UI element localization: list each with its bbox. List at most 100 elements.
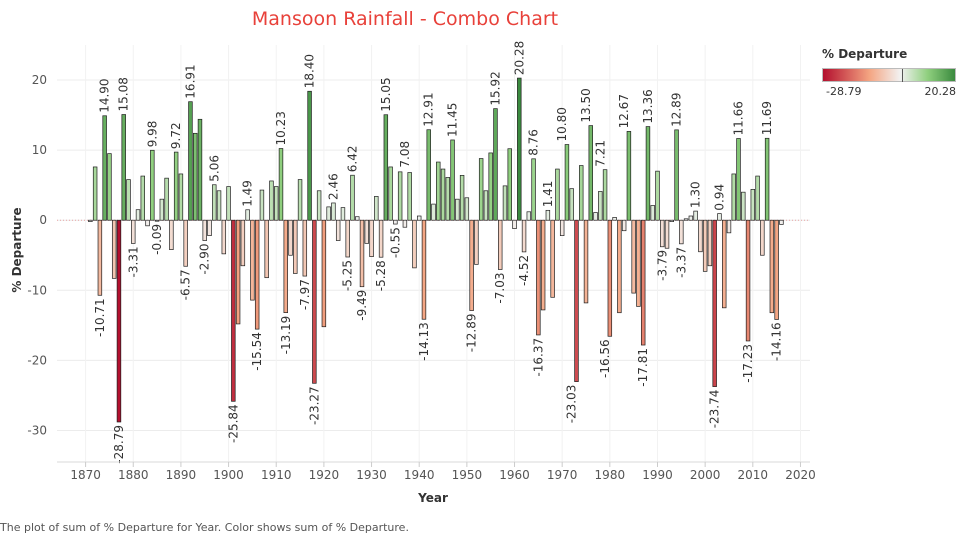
- bar: [583, 219, 589, 304]
- data-label: 2.46: [326, 173, 340, 200]
- bar: [193, 132, 198, 221]
- bar: [274, 186, 279, 221]
- bar: [469, 219, 474, 311]
- bar: [493, 108, 498, 221]
- bar: [88, 219, 93, 222]
- bar: [364, 219, 369, 244]
- bar: [154, 219, 160, 222]
- data-label: 15.08: [117, 77, 131, 111]
- x-tick-label: 1980: [595, 468, 626, 482]
- x-tick-label: 1930: [356, 468, 387, 482]
- bar: [250, 219, 255, 301]
- bar: [531, 158, 536, 221]
- bar: [645, 126, 651, 221]
- data-label: 10.23: [274, 111, 288, 145]
- legend-title: % Departure: [822, 47, 908, 61]
- bar: [626, 131, 632, 221]
- y-tick-label: 0: [39, 213, 47, 227]
- bar: [712, 219, 717, 387]
- chart-caption: The plot of sum of % Departure for Year.…: [0, 521, 409, 534]
- x-axis-title: Year: [417, 491, 448, 505]
- x-tick-label: 1940: [404, 468, 435, 482]
- bar: [278, 148, 284, 221]
- bar: [231, 219, 236, 402]
- bar: [621, 219, 627, 232]
- bar: [412, 219, 417, 269]
- bar: [407, 172, 412, 221]
- data-label: 1.30: [689, 181, 703, 208]
- bar: [102, 115, 107, 221]
- bar: [293, 219, 298, 274]
- bar: [92, 166, 98, 221]
- x-tick-label: 2000: [690, 468, 721, 482]
- bar: [683, 218, 689, 221]
- bar: [607, 219, 613, 337]
- bar: [216, 190, 222, 221]
- y-tick-label: 20: [32, 73, 47, 87]
- bar: [540, 219, 546, 311]
- bar: [755, 175, 760, 221]
- bar: [679, 219, 684, 245]
- data-label: 1.49: [241, 180, 255, 207]
- bar: [331, 202, 336, 221]
- bar: [178, 173, 184, 221]
- bar: [116, 219, 122, 423]
- bar: [550, 219, 555, 298]
- data-label: 13.50: [579, 88, 593, 122]
- x-tick-label: 1870: [70, 468, 101, 482]
- bar: [731, 173, 736, 221]
- chart-title: Mansoon Rainfall - Combo Chart: [251, 8, 559, 30]
- bar: [593, 212, 598, 221]
- bar: [393, 219, 398, 225]
- bar: [517, 77, 522, 221]
- bar: [559, 219, 565, 236]
- y-tick-label: -20: [27, 353, 47, 367]
- bar: [288, 219, 293, 256]
- bar: [707, 219, 713, 267]
- bar: [397, 171, 403, 221]
- data-label: -3.37: [674, 247, 688, 278]
- data-label: 20.28: [512, 41, 526, 75]
- data-label: -13.19: [279, 316, 293, 355]
- bar: [402, 219, 408, 228]
- x-tick-label: 1880: [118, 468, 149, 482]
- y-axis-title: % Departure: [10, 207, 24, 292]
- bar: [374, 196, 379, 221]
- data-label: 7.21: [593, 140, 607, 167]
- bar: [202, 219, 207, 241]
- data-label: -10.71: [93, 298, 107, 337]
- legend-zero-marker: [902, 69, 903, 82]
- bar: [383, 114, 389, 221]
- data-label: 11.69: [760, 101, 774, 135]
- bar: [488, 152, 493, 221]
- x-tick-label: 1900: [213, 468, 244, 482]
- bar: [321, 219, 327, 328]
- bar: [674, 129, 679, 221]
- data-label: 15.05: [379, 77, 393, 111]
- x-tick-label: 1910: [261, 468, 292, 482]
- data-label: -5.28: [374, 260, 388, 291]
- x-tick-label: 2010: [738, 468, 769, 482]
- bar: [502, 185, 508, 221]
- bar: [664, 219, 670, 249]
- data-label: -9.49: [355, 290, 369, 321]
- data-label: -3.31: [126, 246, 140, 277]
- bar: [640, 219, 646, 346]
- data-label: -7.97: [298, 279, 312, 310]
- bar: [498, 219, 503, 270]
- legend-max-label: 20.28: [924, 85, 957, 98]
- bar: [145, 219, 150, 227]
- data-label: 8.76: [527, 129, 541, 156]
- bar: [111, 219, 117, 279]
- bar: [455, 198, 460, 221]
- data-label: -6.57: [179, 269, 193, 300]
- bar: [588, 125, 593, 221]
- bar: [426, 129, 431, 221]
- color-legend: % Departure -28.79 20.28: [822, 47, 962, 99]
- bar: [207, 219, 212, 236]
- data-label: -23.03: [565, 385, 579, 424]
- bar: [579, 165, 584, 221]
- bar: [369, 219, 374, 258]
- bar: [302, 219, 308, 277]
